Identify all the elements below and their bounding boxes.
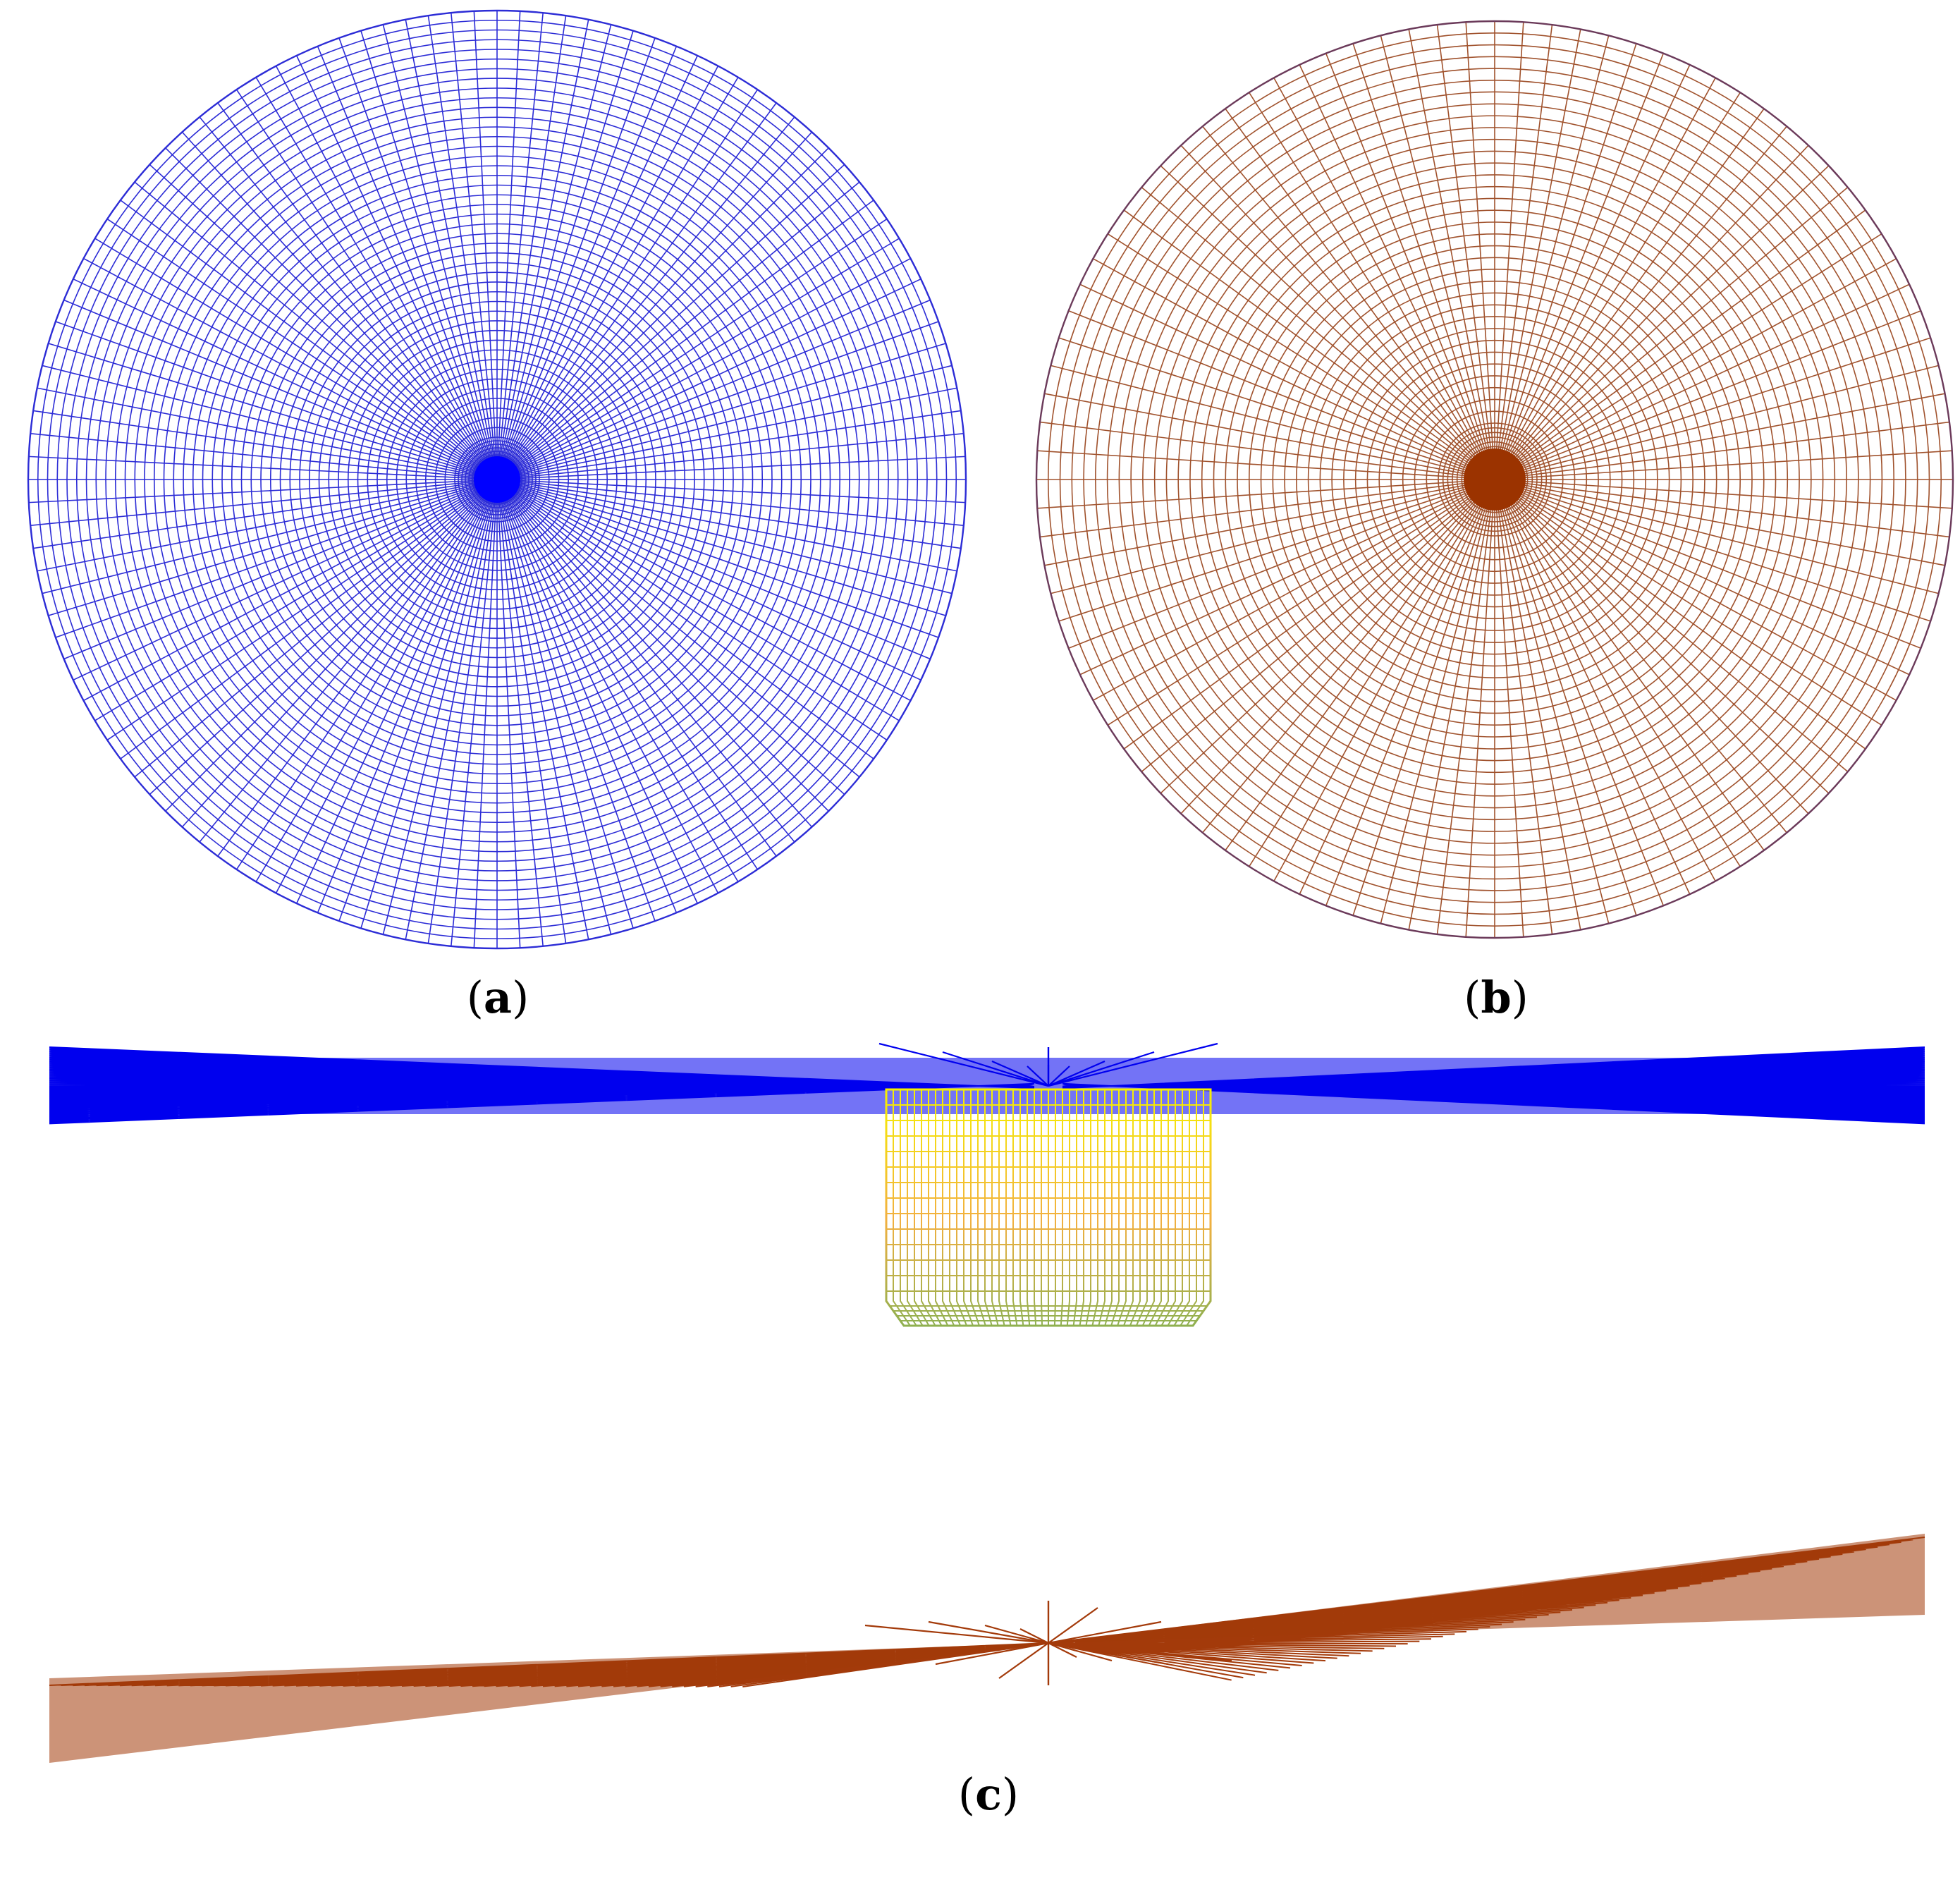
panel-label-c: (c) [957, 1769, 1019, 1820]
mesh-c-cylinder-body [885, 1088, 1212, 1327]
mesh-b-polar-grid [1035, 20, 1954, 939]
cylinder-outline [885, 1088, 1212, 1327]
panel-label-a: (a) [466, 972, 529, 1023]
mesh-spokes [1036, 21, 1953, 938]
panel-letter-b: b [1481, 972, 1512, 1023]
brown-dense-band-right [1048, 1534, 1925, 1643]
brown-dense-band-left [49, 1643, 1048, 1763]
mesh-a-polar-grid [27, 9, 967, 950]
mesh-outer-boundary [1035, 20, 1954, 939]
mesh-dense-core [474, 456, 520, 503]
mesh-spokes [28, 11, 966, 948]
panel-label-b: (b) [1464, 972, 1529, 1023]
mesh-c-blue-side-view [49, 1042, 1925, 1125]
mesh-outer-boundary [27, 9, 967, 950]
mesh-dense-core [1464, 448, 1526, 511]
brown-center-fan [864, 1607, 1232, 1679]
mesh-c-brown-side-view [49, 1534, 1925, 1763]
panel-letter-c: c [975, 1769, 1002, 1820]
cylinder-wireframe [886, 1089, 1211, 1326]
panel-letter-a: a [483, 972, 513, 1023]
